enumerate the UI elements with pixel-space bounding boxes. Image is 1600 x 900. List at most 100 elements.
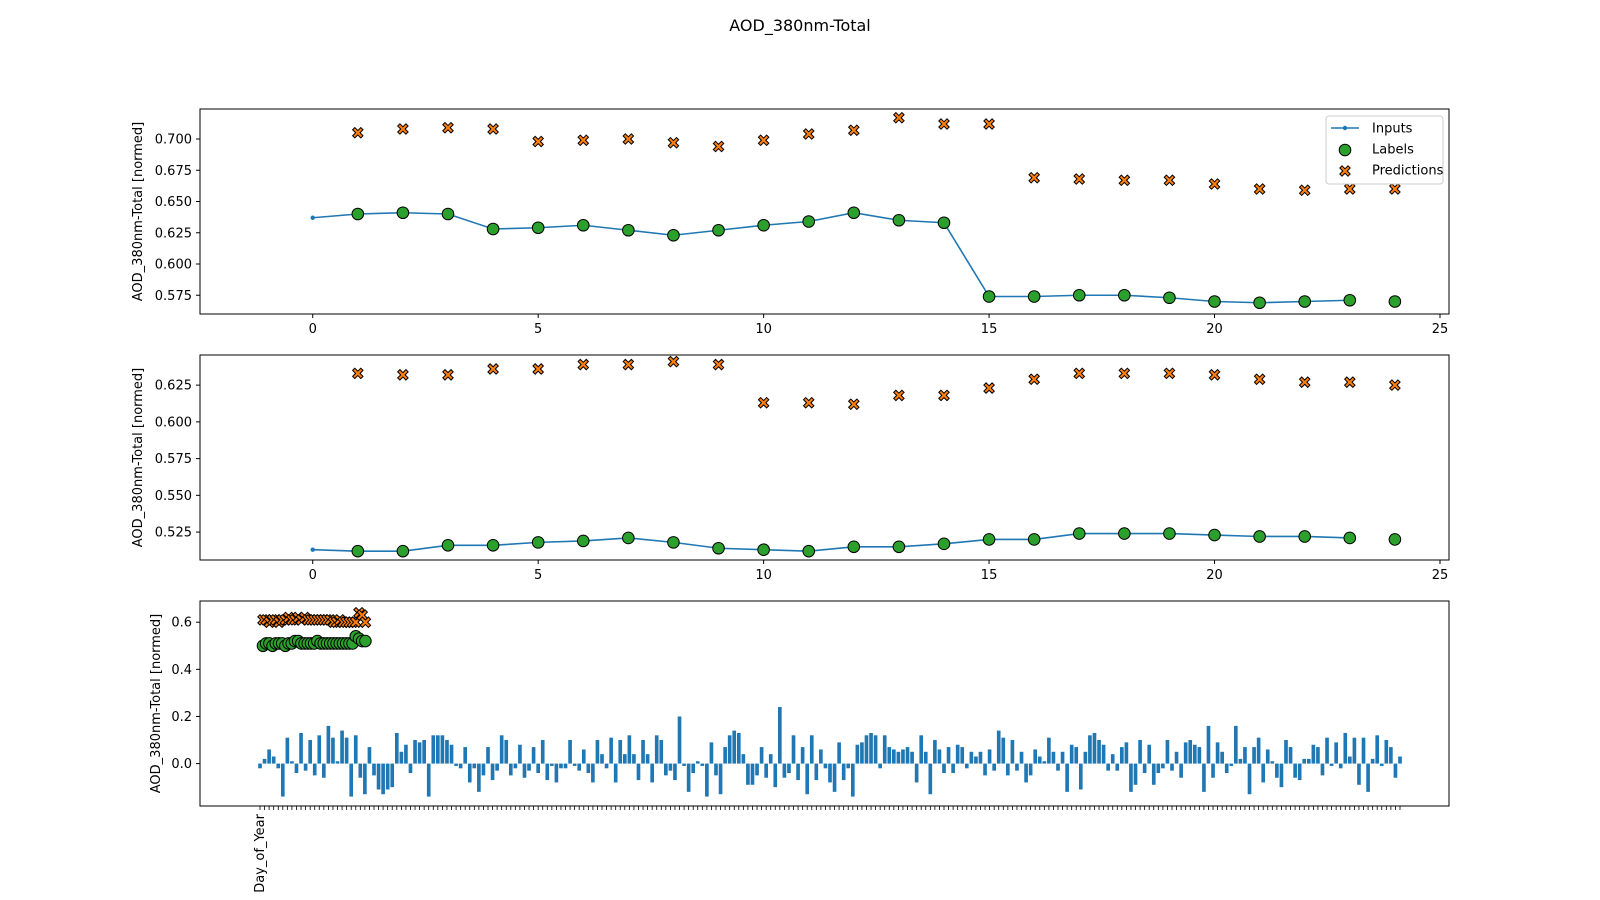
weight-bar (1042, 761, 1047, 764)
weight-bar (700, 763, 705, 766)
weight-bar (1229, 763, 1234, 766)
weight-bar (262, 758, 267, 764)
label-point (486, 539, 500, 552)
weight-bar (413, 740, 417, 764)
weight-bar (882, 735, 887, 764)
label-point (892, 540, 906, 554)
prediction-point (802, 128, 815, 140)
weight-bar (527, 763, 531, 771)
label-point (396, 206, 410, 220)
weight-bar (686, 763, 691, 792)
weight-bar (1202, 763, 1206, 792)
weight-bar (340, 730, 344, 764)
weight-bar (1037, 756, 1042, 764)
weight-bar (422, 740, 426, 764)
weight-bar (1288, 747, 1293, 764)
weight-bar (1361, 737, 1366, 764)
weight-bar (1211, 763, 1215, 778)
weight-bar (559, 763, 563, 769)
weight-bar (878, 763, 882, 769)
weight-bar (586, 763, 591, 774)
weight-bar (805, 763, 810, 795)
label-point (1163, 527, 1176, 540)
weight-bar (303, 763, 308, 771)
figure-title: AOD_380nm-Total (729, 16, 871, 36)
label-point (937, 537, 951, 551)
label-point (1208, 295, 1221, 308)
weight-bar (864, 735, 869, 764)
prediction-point (1388, 183, 1401, 195)
weight-bar (349, 763, 354, 797)
weight-bar (691, 763, 696, 774)
weight-bar (709, 742, 714, 764)
weight-bar (1302, 758, 1307, 764)
weight-bar (381, 763, 385, 795)
weight-bar (1306, 758, 1311, 764)
label-point (802, 544, 816, 558)
legend-predictions-marker (1339, 165, 1351, 177)
label-point (576, 218, 590, 232)
weight-bar (914, 763, 919, 783)
weight-bar (905, 747, 910, 764)
weight-bar (1088, 735, 1092, 764)
weight-bar (294, 763, 299, 774)
weight-bar (992, 763, 996, 771)
weight-bar (372, 763, 376, 776)
weight-bar (463, 747, 468, 764)
weight-bar (613, 763, 618, 783)
weight-bar (394, 732, 399, 764)
weight-bar (1398, 756, 1402, 764)
x-tick-label: 25 (1432, 322, 1449, 337)
prediction-point (938, 389, 950, 402)
prediction-point (442, 121, 454, 134)
y-axis-label: AOD_380nm-Total [normed] (131, 368, 146, 547)
weight-bar (1083, 751, 1088, 764)
label-point (1298, 530, 1312, 543)
y-tick-label: 0.575 (155, 452, 192, 467)
prediction-point (1118, 367, 1131, 380)
label-point (982, 533, 996, 546)
legend-inputs-label: Inputs (1372, 122, 1413, 137)
x-tick-label: 0 (309, 568, 317, 583)
y-tick-label: 0.0 (171, 757, 192, 772)
label-point (359, 634, 372, 648)
weight-bar (741, 754, 746, 764)
weight-bar (1247, 763, 1252, 795)
prediction-point (359, 616, 372, 629)
weight-bar (892, 749, 896, 764)
label-point (1027, 290, 1041, 303)
label-point (486, 222, 500, 236)
weight-bar (869, 732, 873, 764)
weight-bar (773, 763, 778, 788)
weight-bar (1234, 725, 1238, 764)
label-point (531, 221, 545, 235)
weight-bar (531, 747, 536, 764)
label-point (576, 534, 590, 548)
weight-bar (705, 763, 709, 797)
y-axis-label: AOD_380nm-Total [normed] (131, 122, 146, 301)
label-point (1343, 531, 1357, 545)
prediction-point (622, 133, 635, 145)
weight-bar (1078, 763, 1083, 790)
prediction-point (1298, 376, 1311, 389)
weight-bar (1183, 742, 1188, 764)
legend-labels-marker (1338, 143, 1352, 157)
weight-bar (1056, 763, 1060, 771)
weight-bar (1110, 754, 1115, 764)
weight-bar (759, 747, 764, 764)
prediction-point (892, 389, 905, 402)
weight-bar (431, 735, 436, 764)
label-point (1118, 288, 1131, 302)
prediction-point (577, 358, 590, 371)
weight-bar (568, 740, 572, 764)
prediction-point (1028, 373, 1041, 386)
weight-bar (727, 735, 732, 764)
prediction-point (1208, 178, 1221, 190)
prediction-point (1028, 171, 1041, 184)
weight-bar (627, 735, 632, 764)
prediction-point (487, 363, 499, 375)
weight-bar (417, 742, 422, 764)
weight-bar (1106, 763, 1110, 771)
weight-bar (1389, 747, 1393, 764)
weight-bar (1224, 763, 1229, 774)
